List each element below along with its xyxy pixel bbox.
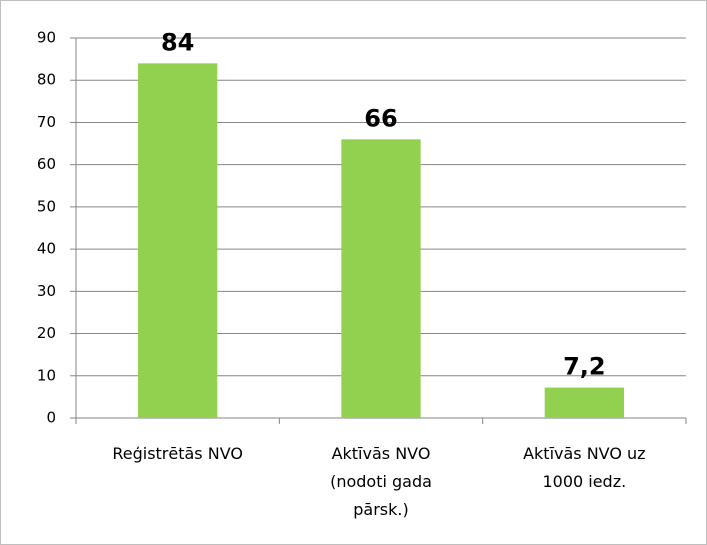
value-label: 66 — [364, 104, 397, 132]
bar — [138, 63, 218, 418]
y-tick-label: 0 — [46, 409, 56, 427]
value-label: 7,2 — [563, 353, 606, 381]
y-tick-label: 90 — [37, 29, 56, 47]
x-tick-label: Aktīvās NVO uz 1000 iedz. — [523, 444, 646, 491]
y-tick-label: 60 — [37, 155, 56, 173]
y-tick-label: 20 — [37, 324, 56, 342]
bar — [341, 139, 421, 419]
y-tick-label: 80 — [37, 71, 56, 89]
y-tick-label: 50 — [37, 197, 56, 215]
y-tick-label: 30 — [37, 282, 56, 300]
y-tick-label: 70 — [37, 113, 56, 131]
x-tick-label: Aktīvās NVO (nodoti gada pārsk.) — [330, 444, 432, 519]
value-label: 84 — [161, 28, 194, 56]
bar — [544, 387, 624, 418]
y-tick-label: 40 — [37, 240, 56, 258]
x-tick-label: Reģistrētās NVO — [112, 444, 243, 463]
y-tick-label: 10 — [37, 366, 56, 384]
